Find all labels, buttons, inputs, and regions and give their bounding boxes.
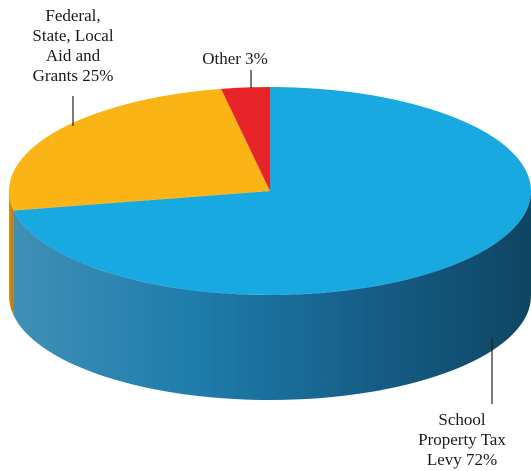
- pie-slice-federal-state-local-aid-: [8, 88, 271, 211]
- pie-sides: [8, 191, 531, 401]
- pie-side-school-property-tax-levy: [13, 191, 531, 401]
- pie-slice-school-property-tax-levy: [13, 87, 531, 296]
- pie-slice-other-3: [221, 87, 270, 191]
- pie-side-federal-state-local-aid-: [8, 191, 14, 316]
- slice-label-levy: School Property Tax Levy 72%: [418, 410, 506, 469]
- slice-label-other: Other 3%: [202, 49, 268, 68]
- pie-top: [8, 87, 531, 296]
- leader-lines: [72, 70, 493, 404]
- slice-label-grants: Federal, State, Local Aid and Grants 25%: [32, 6, 114, 85]
